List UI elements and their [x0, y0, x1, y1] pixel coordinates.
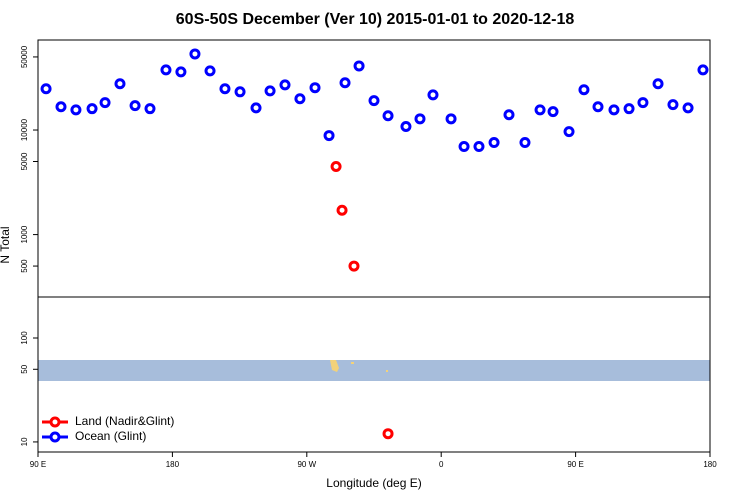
point: [204, 65, 216, 77]
point: [99, 97, 111, 109]
point: [336, 204, 348, 216]
land-patches: [330, 360, 388, 372]
point: [637, 97, 649, 109]
point: [234, 86, 246, 98]
point: [534, 104, 546, 116]
point: [697, 64, 709, 76]
point: [175, 66, 187, 78]
point: [488, 137, 500, 149]
point: [414, 113, 426, 125]
point: [40, 83, 52, 95]
bottom-panel-frame: [37, 296, 711, 453]
x-tick-label: 90 E: [567, 460, 583, 469]
point: [309, 82, 321, 94]
point: [160, 64, 172, 76]
y-tick-label: 500: [20, 259, 29, 273]
point: [279, 79, 291, 91]
point: [339, 77, 351, 89]
point: [592, 101, 604, 113]
point: [348, 260, 360, 272]
y-tick-label: 50000: [20, 45, 29, 68]
x-tick-label: 0: [439, 460, 444, 469]
point: [563, 126, 575, 138]
y-tick-label: 10: [20, 437, 29, 446]
point: [445, 113, 457, 125]
legend-label: Land (Nadir&Glint): [75, 414, 174, 428]
y-tick-label: 10000: [20, 118, 29, 141]
point: [547, 106, 559, 118]
point: [623, 103, 635, 115]
point: [323, 130, 335, 142]
point: [70, 104, 82, 116]
point: [114, 78, 126, 90]
point: [427, 89, 439, 101]
point: [55, 101, 67, 113]
legend-label: Ocean (Glint): [75, 429, 146, 443]
y-tick-label: 1000: [20, 225, 29, 243]
point: [473, 141, 485, 153]
chart-title: 60S-50S December (Ver 10) 2015-01-01 to …: [176, 11, 575, 28]
point: [330, 160, 342, 172]
y-tick-label: 50: [20, 364, 29, 373]
x-axis-label: Longitude (deg E): [326, 476, 421, 490]
point: [294, 93, 306, 105]
x-tick-label: 180: [166, 460, 180, 469]
y-tick-label: 100: [20, 331, 29, 345]
point: [667, 99, 679, 111]
point: [144, 103, 156, 115]
point: [189, 48, 201, 60]
point: [264, 85, 276, 97]
x-tick-label: 90 E: [30, 460, 46, 469]
point: [382, 110, 394, 122]
top-panel-frame: [37, 39, 711, 298]
x-tick-label: 90 W: [297, 460, 316, 469]
point: [503, 109, 515, 121]
point: [129, 100, 141, 112]
y-tick-label: 5000: [20, 152, 29, 170]
legend-marker: [49, 416, 61, 428]
point: [400, 121, 412, 133]
point: [458, 141, 470, 153]
point: [382, 428, 394, 440]
point: [86, 103, 98, 115]
y-axis-label: N Total: [0, 226, 12, 263]
point: [353, 60, 365, 72]
point: [219, 83, 231, 95]
point: [578, 84, 590, 96]
point: [682, 102, 694, 114]
point: [368, 95, 380, 107]
point: [608, 104, 620, 116]
legend-marker: [49, 431, 61, 443]
latitude-band: [38, 360, 710, 381]
point: [652, 78, 664, 90]
point: [250, 102, 262, 114]
x-tick-label: 180: [703, 460, 717, 469]
point: [519, 137, 531, 149]
